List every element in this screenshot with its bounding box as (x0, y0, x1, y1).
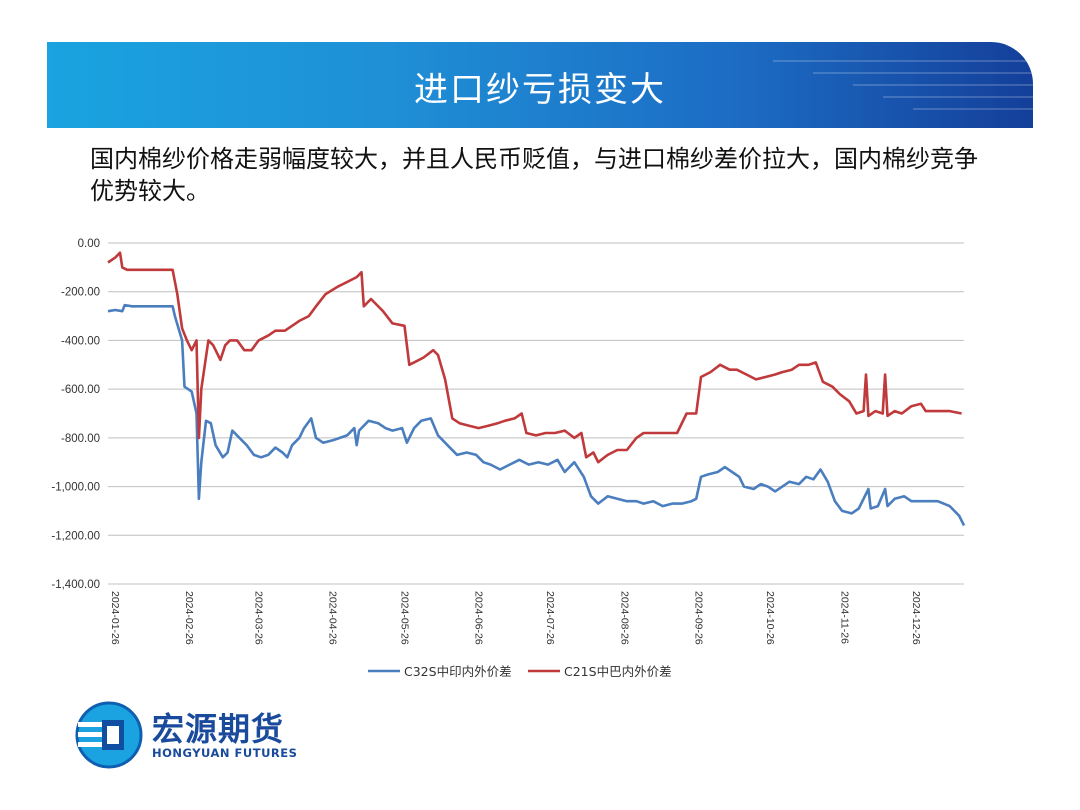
logo-emblem-icon (75, 701, 143, 769)
page-title: 进口纱亏损变大 (414, 70, 666, 110)
title-banner: 进口纱亏损变大 (47, 42, 1033, 128)
x-tick-label: 2024-06-26 (472, 591, 484, 645)
company-logo: 宏源期货 HONGYUAN FUTURES (74, 700, 334, 772)
x-tick-label: 2024-08-26 (618, 591, 630, 645)
line-chart: 0.00 -200.00 -400.00 -600.00 -800.00 -1,000.0… (51, 238, 966, 679)
logo-name-cn: 宏源期货 (152, 710, 285, 748)
x-tick-label: 2024-07-26 (544, 591, 556, 645)
intro-paragraph: 国内棉纱价格走弱幅度较大，并且人民币贬值，与进口棉纱差价拉大，国内棉纱竞争优势较… (90, 145, 978, 205)
x-tick-label: 2024-04-26 (327, 591, 339, 645)
logo-name-en: HONGYUAN FUTURES (152, 746, 298, 760)
legend-label: C32S中印内外价差 (404, 664, 512, 679)
y-tick-label: -800.00 (61, 433, 100, 445)
banner-stripe (773, 60, 1033, 62)
banner-stripe (913, 108, 1033, 110)
x-tick-label: 2024-12-26 (910, 591, 922, 645)
banner-stripe (853, 84, 1033, 86)
x-tick-label: 2024-03-26 (252, 591, 264, 645)
series-line-2 (107, 251, 962, 464)
chart-legend: C32S中印内外价差 C21S中巴内外价差 (368, 664, 672, 679)
y-tick-label: -200.00 (61, 287, 100, 299)
banner-stripe (813, 72, 1033, 74)
x-axis-ticks: 2024-01-26 2024-02-26 2024-03-26 2024-04-26… (109, 591, 922, 645)
banner-stripe (883, 96, 1033, 98)
legend-label: C21S中巴内外价差 (564, 664, 672, 679)
y-tick-label: -600.00 (61, 384, 100, 396)
y-tick-label: -1,400.00 (51, 579, 100, 591)
y-tick-label: 0.00 (78, 238, 100, 250)
y-tick-label: -1,200.00 (51, 530, 100, 542)
x-tick-label: 2024-11-26 (838, 591, 850, 644)
x-tick-label: 2024-02-26 (183, 591, 195, 645)
series-line-1 (107, 303, 966, 527)
y-tick-label: -400.00 (61, 335, 100, 347)
x-tick-label: 2024-09-26 (692, 591, 704, 645)
x-tick-label: 2024-05-26 (398, 591, 410, 645)
y-axis-ticks: 0.00 -200.00 -400.00 -600.00 -800.00 -1,000.0… (51, 238, 100, 591)
series-lines (107, 251, 966, 527)
x-tick-label: 2024-01-26 (109, 591, 121, 645)
x-tick-label: 2024-10-26 (764, 591, 776, 645)
y-tick-label: -1,000.00 (51, 482, 100, 494)
chart-grid (108, 242, 964, 585)
